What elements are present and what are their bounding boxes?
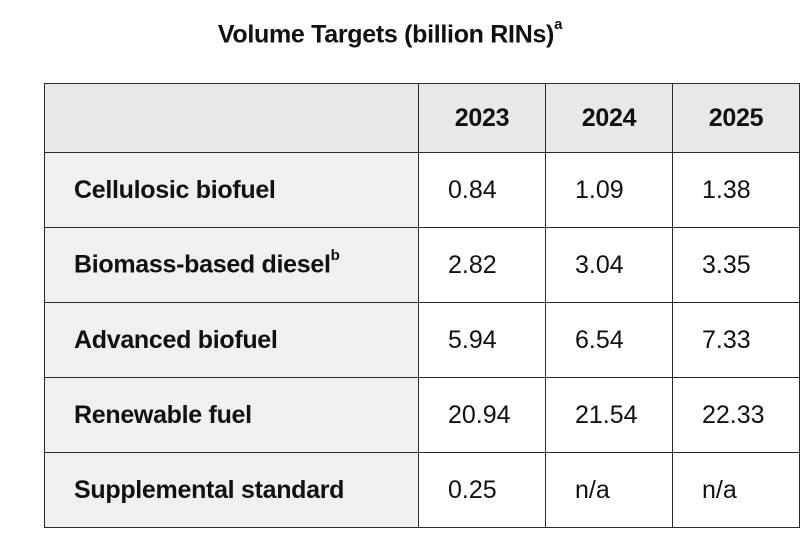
- table-cell: 6.54: [545, 302, 673, 378]
- row-label-advanced-biofuel: Advanced biofuel: [44, 302, 419, 378]
- row-footnote-marker: b: [330, 247, 340, 265]
- table-cell: 22.33: [672, 377, 800, 453]
- table-cell: 2.82: [418, 227, 546, 303]
- table-title-text: Volume Targets (billion RINs): [217, 20, 555, 49]
- row-label-text: Supplemental standard: [74, 475, 345, 504]
- row-label-text: Biomass-based diesel: [74, 250, 331, 279]
- table-cell: 0.25: [418, 452, 546, 528]
- column-header-2023: 2023: [418, 83, 546, 153]
- row-label-supplemental-standard: Supplemental standard: [44, 452, 419, 528]
- table-cell: 21.54: [545, 377, 673, 453]
- row-label-renewable-fuel: Renewable fuel: [44, 377, 419, 453]
- table-cell: 5.94: [418, 302, 546, 378]
- row-label-text: Renewable fuel: [74, 400, 252, 429]
- table-cell: 20.94: [418, 377, 546, 453]
- table-row: Biomass-based dieselb 2.82 3.04 3.35: [44, 227, 800, 303]
- table-cell: 1.09: [545, 152, 673, 228]
- table-row: Cellulosic biofuel 0.84 1.09 1.38: [44, 152, 800, 228]
- table-cell: 3.04: [545, 227, 673, 303]
- title-footnote-marker: a: [554, 16, 563, 33]
- header-row: 2023 2024 2025: [44, 83, 800, 153]
- table-cell: n/a: [672, 452, 800, 528]
- volume-targets-table: 2023 2024 2025 Cellulosic biofuel 0.84 1…: [44, 83, 800, 528]
- row-label-text: Cellulosic biofuel: [74, 175, 276, 204]
- table-row: Renewable fuel 20.94 21.54 22.33: [44, 377, 800, 453]
- table-cell: 0.84: [418, 152, 546, 228]
- table-cell: 1.38: [672, 152, 800, 228]
- corner-header-cell: [44, 83, 419, 153]
- column-header-2025: 2025: [672, 83, 800, 153]
- table-cell: 3.35: [672, 227, 800, 303]
- row-label-cellulosic-biofuel: Cellulosic biofuel: [44, 152, 419, 228]
- table-row: Supplemental standard 0.25 n/a n/a: [44, 452, 800, 528]
- table-cell: 7.33: [672, 302, 800, 378]
- table-cell: n/a: [545, 452, 673, 528]
- table-header: 2023 2024 2025: [44, 83, 800, 153]
- column-header-2024: 2024: [545, 83, 673, 153]
- table-title: Volume Targets (billion RINs)a: [0, 16, 780, 49]
- table-body: Cellulosic biofuel 0.84 1.09 1.38 Biomas…: [44, 152, 800, 528]
- row-label-biomass-based-diesel: Biomass-based dieselb: [44, 227, 419, 303]
- table-row: Advanced biofuel 5.94 6.54 7.33: [44, 302, 800, 378]
- row-label-text: Advanced biofuel: [74, 325, 278, 354]
